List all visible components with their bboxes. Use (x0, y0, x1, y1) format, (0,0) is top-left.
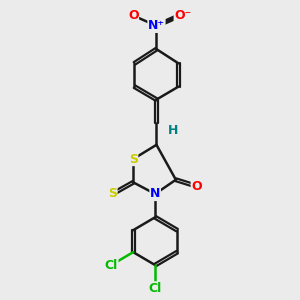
Text: Cl: Cl (148, 282, 162, 295)
Text: O⁻: O⁻ (174, 9, 191, 22)
Text: N⁺: N⁺ (148, 20, 165, 32)
Text: O: O (191, 180, 202, 193)
Text: Cl: Cl (105, 259, 118, 272)
Text: S: S (129, 153, 138, 166)
Text: H: H (168, 124, 178, 137)
Text: N: N (150, 188, 160, 200)
Text: S: S (108, 188, 117, 200)
Text: O: O (128, 9, 139, 22)
